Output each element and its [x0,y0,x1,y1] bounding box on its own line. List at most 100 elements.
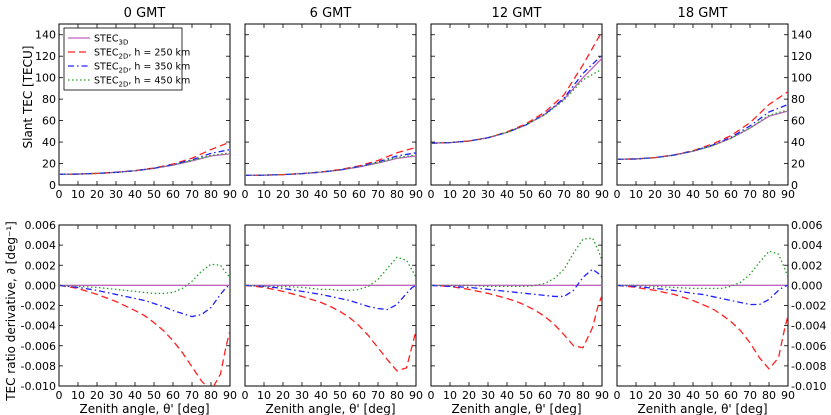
y-tick-label: 100 [791,72,812,85]
x-tick-label: 20 [462,389,476,402]
x-tick-label: 70 [185,188,199,201]
series-line-stec2d-h-250-km [617,284,788,370]
y-tick-label: 120 [791,50,812,63]
x-tick-label: 0 [56,389,63,402]
legend-label-sub: 2D [118,81,128,89]
y-tick-label: 140 [791,29,812,42]
y-tick-label: 0.004 [25,239,57,252]
x-tick-label: 70 [185,389,199,402]
x-tick-label: 10 [443,188,457,201]
x-tick-label: 70 [557,188,571,201]
x-tick-label: 40 [686,389,700,402]
x-tick-label: 0 [56,188,63,201]
legend-label-main: STEC [94,76,119,87]
x-tick-label: 90 [223,389,237,402]
y-tick-label: -0.002 [791,300,826,313]
plot-frame [430,224,603,387]
series-line-stec3d [431,57,602,144]
x-tick-label: 50 [333,389,347,402]
chart-panel-bottom-4: 0 10 20 30 40 50 60 70 80 90-0.010 -0.008 -0.006 -0.… [614,219,827,415]
x-tick-label: 30 [295,389,309,402]
y-tick-label: 60 [791,115,805,128]
x-tick-label: 50 [147,389,161,402]
x-tick-label: 40 [314,188,328,201]
x-tick-label: 80 [204,188,218,201]
x-tick-label: 60 [166,188,180,201]
x-tick-label: 10 [257,389,271,402]
x-tick-label: 20 [648,188,662,201]
chart-panel-top-2: 0 10 20 30 40 50 60 70 80 90 6 GMT [242,6,424,201]
x-tick-label: 10 [71,389,85,402]
y-tick-label: 0 [49,179,56,192]
x-tick-label: 30 [667,389,681,402]
y-tick-label: 20 [42,158,56,171]
x-tick-label: 70 [743,389,757,402]
x-tick-label: 40 [314,389,328,402]
series-line-stec2d-h-450-km [59,152,230,175]
plot-frame [58,224,231,387]
x-tick-label: 70 [371,389,385,402]
y-tick-label: 0.002 [25,259,57,272]
legend-label-sub: 3D [118,39,128,47]
x-tick-label: 20 [276,188,290,201]
x-tick-label: 0 [242,188,249,201]
y-tick-label: -0.004 [791,320,826,333]
x-tick-label: 0 [428,389,435,402]
x-tick-label: 90 [781,188,795,201]
chart-panel-top-1: 0 10 20 30 40 50 60 70 80 90 0 20 40 60 80 100 120 140 0 G… [35,6,237,201]
series-line-stec2d-h-450-km [617,250,788,290]
legend-label: STEC2D, h = 250 km [94,48,190,61]
x-tick-label: 40 [500,188,514,201]
x-tick-label: 60 [352,188,366,201]
x-tick-label: 0 [428,188,435,201]
x-tick-label: 60 [538,389,552,402]
x-tick-label: 0 [614,188,621,201]
x-tick-label: 10 [629,389,643,402]
legend-label-main: STEC [94,62,119,73]
x-tick-label: 50 [519,389,533,402]
x-tick-label: 50 [333,188,347,201]
x-tick-label: 20 [90,389,104,402]
y-tick-label: -0.004 [21,320,56,333]
x-tick-label: 90 [223,188,237,201]
x-tick-label: 90 [409,188,423,201]
plot-frame [430,23,603,186]
legend-label: STEC3D [94,34,128,47]
legend-label: STEC2D, h = 350 km [94,62,190,75]
x-axis-label: Zenith angle, θ' [deg] [79,402,209,415]
x-tick-label: 80 [576,188,590,201]
x-tick-label: 10 [71,188,85,201]
plot-frame [244,23,417,186]
y-tick-label: -0.008 [21,360,56,373]
y-tick-label: 0.002 [791,259,823,272]
x-tick-label: 10 [629,188,643,201]
series-line-stec3d [59,153,230,175]
y-tick-label: 0.000 [791,279,823,292]
y-tick-label: -0.006 [21,340,56,353]
x-tick-label: 50 [705,389,719,402]
x-tick-label: 40 [500,389,514,402]
plot-frame [58,23,231,186]
x-tick-label: 40 [128,389,142,402]
y-tick-label: 0.006 [25,219,57,232]
legend-label-suffix: , h = 350 km [128,62,190,73]
y-tick-label: 60 [42,115,56,128]
y-axis-label-top: Slant TEC [TECU] [21,46,35,149]
x-tick-label: 60 [724,389,738,402]
y-tick-label: 140 [35,29,56,42]
y-tick-label: -0.008 [791,360,826,373]
x-tick-label: 80 [390,389,404,402]
series-line-stec2d-h-450-km [617,109,788,160]
series-group [245,146,416,176]
x-tick-label: 50 [519,188,533,201]
plot-frame [244,224,417,387]
x-tick-label: 70 [371,188,385,201]
plot-frame [616,23,789,186]
series-line-stec2d-h-450-km [245,154,416,176]
panel-title: 18 GMT [678,6,728,21]
y-tick-label: 120 [35,50,56,63]
y-tick-label: 0 [791,179,798,192]
series-group [617,250,788,370]
x-tick-label: 30 [481,389,495,402]
x-tick-label: 80 [762,389,776,402]
